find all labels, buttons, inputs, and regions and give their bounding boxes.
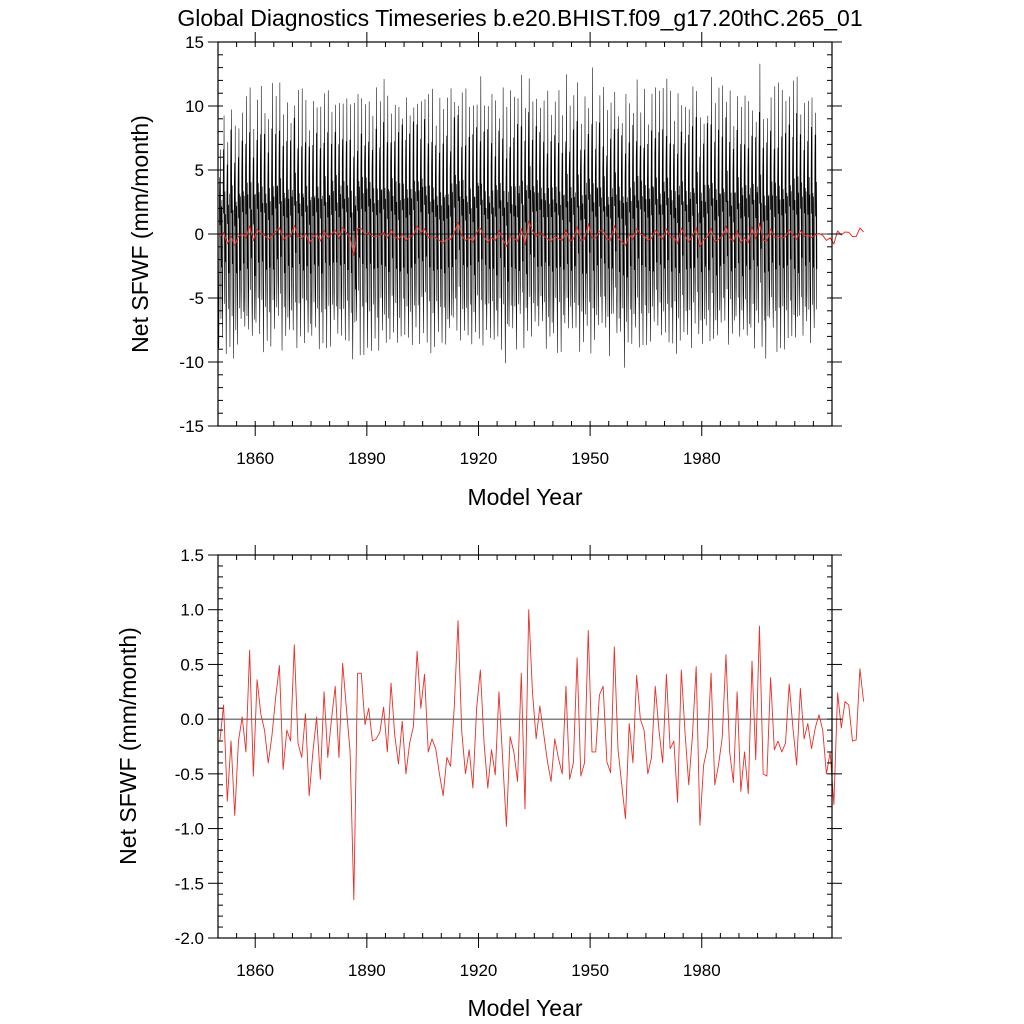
monthly-panel: 1860 1890 1920 1950 1980 -15 -10 -5 0 5 10 15 Model…	[127, 32, 864, 510]
annual-panel-x-tick-label: 1920	[460, 961, 498, 980]
monthly-panel-y-tick-label: 0	[195, 225, 204, 244]
annual-panel-xlabel: Model Year	[467, 995, 582, 1021]
annual-panel-x-tick-label: 1890	[348, 961, 386, 980]
monthly-panel-y-tick-label: 10	[185, 97, 204, 116]
monthly-panel-x-tick-label: 1860	[236, 449, 274, 468]
monthly-panel-y-tick-label: 5	[195, 161, 204, 180]
annual-panel-frame	[217, 554, 833, 939]
annual-panel-series-layer	[218, 609, 865, 901]
monthly-panel-y-tick-label: -15	[179, 417, 204, 436]
monthly-panel-axes-layer: 1860 1890 1920 1950 1980 -15 -10 -5 0 5 10 15	[179, 32, 842, 468]
annual-panel-y-tick-label: -1.0	[175, 820, 204, 839]
annual-panel-x-tick-label: 1860	[236, 961, 274, 980]
annual-panel-x-tick-label: 1980	[683, 961, 721, 980]
annual-panel-y-tick-label: 0.0	[180, 710, 204, 729]
monthly-panel-series-monthly	[217, 63, 818, 368]
monthly-panel-x-tick-label: 1890	[348, 449, 386, 468]
annual-panel-y-tick-label: -2.0	[175, 929, 204, 948]
monthly-panel-y-tick-label: -10	[179, 353, 204, 372]
monthly-panel-ylabel: Net SFWF (mm/month)	[127, 115, 153, 353]
annual-panel-y-tick-label: -0.5	[175, 765, 204, 784]
annual-panel-ylabel: Net SFWF (mm/month)	[115, 627, 141, 865]
annual-panel-axes-layer: 1860 1890 1920 1950 1980 -2.0 -1.5 -1.0 -0.5 0.0 0…	[175, 545, 842, 980]
monthly-panel-x-tick-label: 1950	[571, 449, 609, 468]
annual-panel-x-tick-label: 1950	[571, 961, 609, 980]
annual-panel-y-tick-label: 0.5	[180, 655, 204, 674]
monthly-panel-y-tick-label: 15	[185, 33, 204, 52]
monthly-panel-y-tick-label: -5	[189, 289, 204, 308]
monthly-panel-series-annual-mean	[219, 220, 864, 256]
figure-title: Global Diagnostics Timeseries b.e20.BHIS…	[177, 5, 862, 31]
monthly-panel-xlabel: Model Year	[467, 484, 582, 510]
annual-panel-y-tick-label: 1.5	[180, 546, 204, 565]
annual-panel: 1860 1890 1920 1950 1980 -2.0 -1.5 -1.0 -0.5 0.0 0…	[115, 545, 865, 1021]
monthly-panel-series-layer	[217, 63, 864, 368]
monthly-panel-x-tick-label: 1980	[683, 449, 721, 468]
annual-panel-y-tick-label: 1.0	[180, 601, 204, 620]
annual-panel-series-annual-mean	[219, 609, 865, 901]
annual-panel-y-tick-label: -1.5	[175, 874, 204, 893]
monthly-panel-x-tick-label: 1920	[460, 449, 498, 468]
